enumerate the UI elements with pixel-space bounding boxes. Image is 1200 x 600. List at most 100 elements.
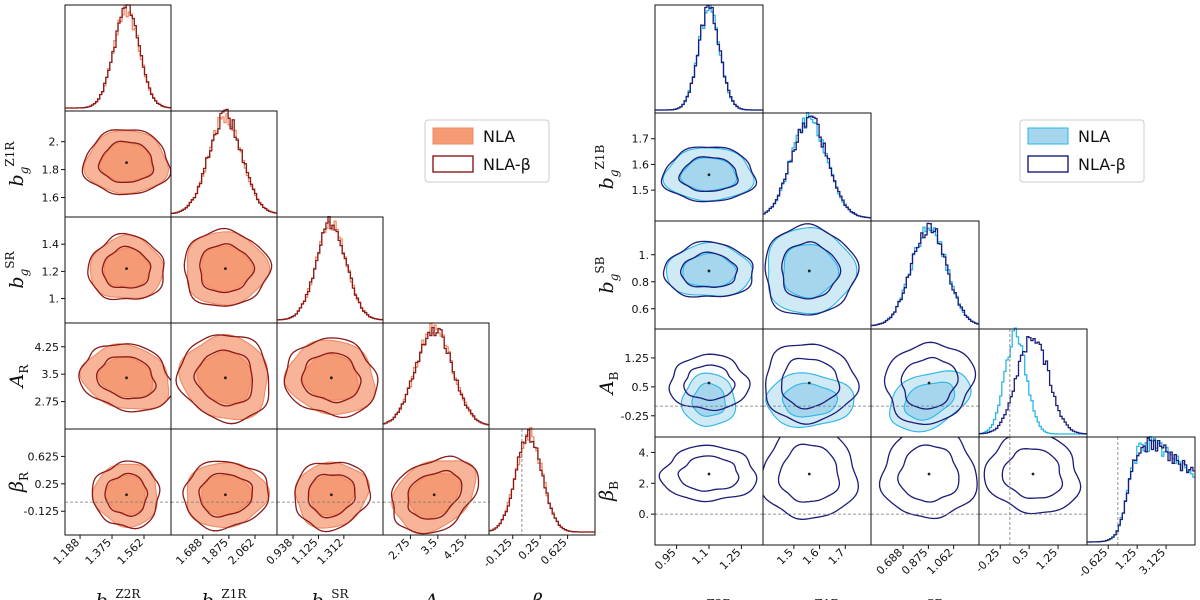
panel-blue-model-4-1: 1.5 1.6 1.7 [762, 436, 872, 568]
panel-red-model-2-2 [276, 216, 384, 324]
panel-red-model-3-3 [382, 322, 490, 430]
histogram-blue-model-0-nla [655, 4, 763, 111]
panel-frame-blue-model-4-1 [762, 436, 872, 546]
ytick-label-red-model-3-1: 3.5 [42, 368, 60, 381]
contour-blue-model-4-2-nla-outer [878, 437, 978, 520]
xtick-label-red-model-2-0: 0.938 [264, 536, 295, 567]
xlabel-red-model-3: AR [423, 590, 449, 600]
histogram-red-model-4-nla [489, 427, 595, 533]
contour-red-model-4-1-nla-outer [182, 460, 270, 532]
contour-blue-model-1-0-nla-outer [660, 146, 758, 203]
panel-blue-model-4-0: 0. 2. 4. 0.95 1.1 1.25 [639, 436, 764, 573]
xtick-label-blue-model-4-1: 1.25 [1113, 546, 1140, 573]
xtick-label-blue-model-2-0: 0.688 [874, 546, 905, 577]
ytick-label-blue-model-3-2: 1.25 [625, 352, 650, 365]
contour-blue-model-4-0-nla-inner [677, 455, 740, 492]
ytick-label-blue-model-1-0: 1.5 [632, 184, 650, 197]
contours-blue-model-4-0 [655, 444, 763, 515]
legend-blue-model: NLA NLA-β [1019, 119, 1145, 183]
xlabel-blue-model-0: bgZ2B [687, 597, 732, 600]
histogram-red-model-0-nla [65, 4, 171, 109]
panel-red-model-4-4: -0.125 0.250.625 [481, 427, 596, 570]
xtick-label-blue-model-1-1: 1.6 [800, 546, 822, 568]
best-fit-point-red-model-4-1 [223, 493, 227, 497]
xtick-label-red-model-1-2: 2.062 [226, 536, 257, 567]
ylabel-blue-model-4: βB [596, 481, 621, 502]
xtick-label-blue-model-0-2: 1.25 [717, 546, 744, 573]
contour-blue-model-2-1-nla-inner [781, 241, 842, 300]
best-fit-point-blue-model-4-0 [707, 472, 711, 476]
ylabel-blue-model-1: bgZ1B [593, 144, 621, 189]
best-fit-point-red-model-4-3 [432, 493, 436, 497]
histogram-blue-model-0-nla [655, 4, 763, 111]
contour-blue-model-2-0-nla-outer [662, 240, 754, 298]
contour-red-model-2-1-nla-inner [199, 243, 256, 294]
contour-blue-model-3-1-nla-outer [765, 343, 860, 425]
contour-blue-model-3-0-nla-inner [683, 364, 736, 401]
contour-red-model-2-0-nla-inner [101, 245, 152, 289]
contour-red-model-3-2-nla-outer [283, 337, 379, 419]
contour-blue-model-4-1-nla-outer [763, 437, 860, 520]
histogram-red-model-2-nla [277, 220, 383, 321]
panel-red-model-1-0: 1.6 1.8 2. [42, 110, 172, 218]
ytick-label-blue-model-1-2: 1.7 [632, 133, 650, 146]
ytick-label-blue-model-4-2: 4. [639, 446, 650, 459]
ylabel-blue-model-2: bgSB [593, 256, 621, 293]
xtick-label-red-model-0-0: 1.188 [51, 536, 82, 567]
xtick-label-blue-model-3-0: -0.25 [973, 546, 1002, 575]
best-fit-point-red-model-4-2 [329, 493, 333, 497]
best-fit-point-blue-model-4-3 [1031, 472, 1035, 476]
histogram-red-model-1-nla [171, 108, 277, 215]
best-fit-point-blue-model-3-0 [707, 381, 711, 385]
ytick-label-blue-model-4-0: 0. [639, 508, 650, 521]
xlabel-red-model-2: bgSR [311, 587, 349, 600]
contour-blue-model-4-3-nla-outer [983, 437, 1082, 515]
best-fit-point-blue-model-4-2 [927, 472, 931, 476]
histogram-red-model-1-nla [171, 113, 277, 215]
contour-red-model-2-1-nla-outer [183, 227, 273, 307]
best-fit-point-red-model-4-0 [125, 493, 128, 497]
ylabel-red-model-1: bgZ1R [3, 141, 31, 187]
ytick-label-red-model-2-1: 1.2 [42, 265, 60, 278]
panel-red-model-3-1 [170, 322, 278, 430]
xlabel-red-model-1: bgZ1R [202, 587, 248, 600]
panel-red-model-2-1 [170, 216, 278, 324]
legend-swatch-red-model-nla [432, 155, 474, 173]
xtick-label-red-model-0-2: 1.562 [115, 536, 146, 567]
panel-frame-red-model-4-4 [488, 428, 596, 536]
contours-blue-model-2-1 [764, 223, 860, 316]
contours-red-model-4-1 [171, 460, 277, 532]
histogram-red-model-2-nla [277, 216, 383, 321]
panel-blue-model-4-4: -0.625 1.253.125 [1076, 435, 1196, 580]
xtick-label-blue-model-4-2: 3.125 [1137, 546, 1168, 577]
best-fit-point-blue-model-3-1 [807, 381, 811, 385]
contour-blue-model-3-1-nla-inner [781, 382, 839, 418]
contours-red-model-4-3 [383, 455, 489, 535]
contour-blue-model-2-1-nla-outer [764, 223, 860, 316]
legend-swatch-blue-model-nla [1027, 127, 1069, 145]
contour-blue-model-1-0-nla-inner [678, 156, 739, 193]
contour-blue-model-4-0-nla-outer [658, 444, 758, 503]
xlabel-blue-model-1: bgZ1B [795, 597, 840, 600]
contours-blue-model-3-1 [763, 343, 871, 428]
histogram-blue-model-3-nla [979, 327, 1087, 435]
panel-frame-blue-model-4-2 [870, 436, 980, 546]
histogram-blue-model-4-nla [1087, 437, 1195, 543]
xtick-label-blue-model-0-0: 0.95 [652, 546, 679, 573]
contours-blue-model-4-2 [871, 437, 979, 520]
contours-red-model-1-0 [81, 129, 171, 196]
best-fit-point-red-model-3-1 [223, 376, 227, 380]
legend-swatch-blue-model-nla [1027, 155, 1069, 173]
panel-frame-blue-model-3-3 [978, 328, 1088, 438]
best-fit-point-blue-model-3-2 [927, 381, 931, 385]
best-fit-point-red-model-3-2 [329, 376, 333, 380]
best-fit-point-blue-model-2-0 [707, 269, 711, 273]
contour-blue-model-4-2-nla-inner [897, 444, 960, 503]
histogram-blue-model-1-nla [763, 111, 871, 219]
xlabel-red-model-4: βR [531, 590, 553, 600]
contours-red-model-2-1 [183, 227, 273, 307]
ytick-label-red-model-4-1: 0.25 [35, 478, 60, 491]
panel-blue-model-3-0: -0.25 0.5 1.25 [621, 328, 764, 438]
